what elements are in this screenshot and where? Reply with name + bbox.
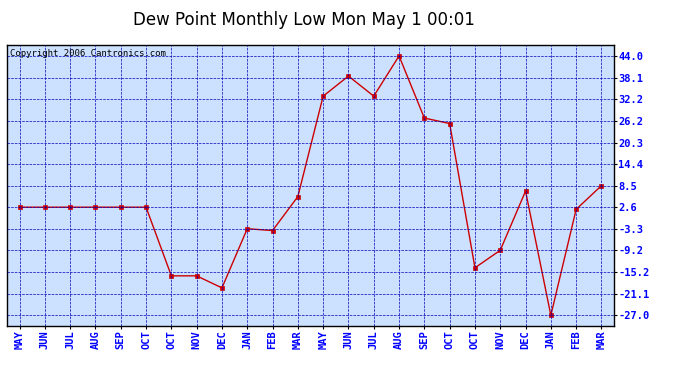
Text: Copyright 2006 Cantronics.com: Copyright 2006 Cantronics.com — [10, 49, 166, 58]
Text: Dew Point Monthly Low Mon May 1 00:01: Dew Point Monthly Low Mon May 1 00:01 — [132, 11, 475, 29]
